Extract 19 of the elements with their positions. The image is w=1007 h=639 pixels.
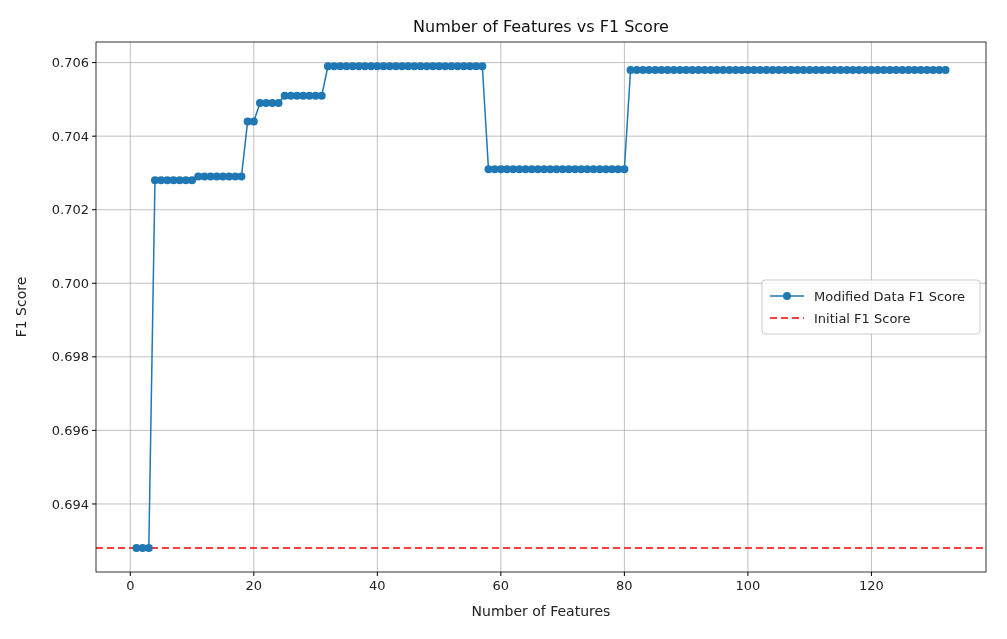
y-tick-label: 0.706 <box>51 55 89 71</box>
x-tick-label: 80 <box>616 578 633 593</box>
x-tick-label: 60 <box>492 578 510 593</box>
x-tick-label: 120 <box>859 578 884 593</box>
y-tick-label: 0.700 <box>51 275 89 291</box>
x-tick-label: 0 <box>126 578 135 593</box>
x-tick-label: 100 <box>735 578 761 593</box>
legend-label: Initial F1 Score <box>814 310 911 326</box>
chart-title: Number of Features vs F1 Score <box>413 17 669 36</box>
legend-label: Modified Data F1 Score <box>814 288 966 304</box>
x-tick-label: 40 <box>369 578 386 593</box>
y-tick-label: 0.694 <box>51 496 89 512</box>
y-axis-title: F1 Score <box>13 276 29 338</box>
y-tick-label: 0.702 <box>51 202 89 218</box>
x-axis-title: Number of Features <box>471 603 611 619</box>
y-tick-label: 0.698 <box>51 349 89 365</box>
y-tick-label: 0.704 <box>51 128 89 144</box>
x-tick-label: 20 <box>245 578 263 593</box>
y-tick-label: 0.696 <box>51 422 89 438</box>
